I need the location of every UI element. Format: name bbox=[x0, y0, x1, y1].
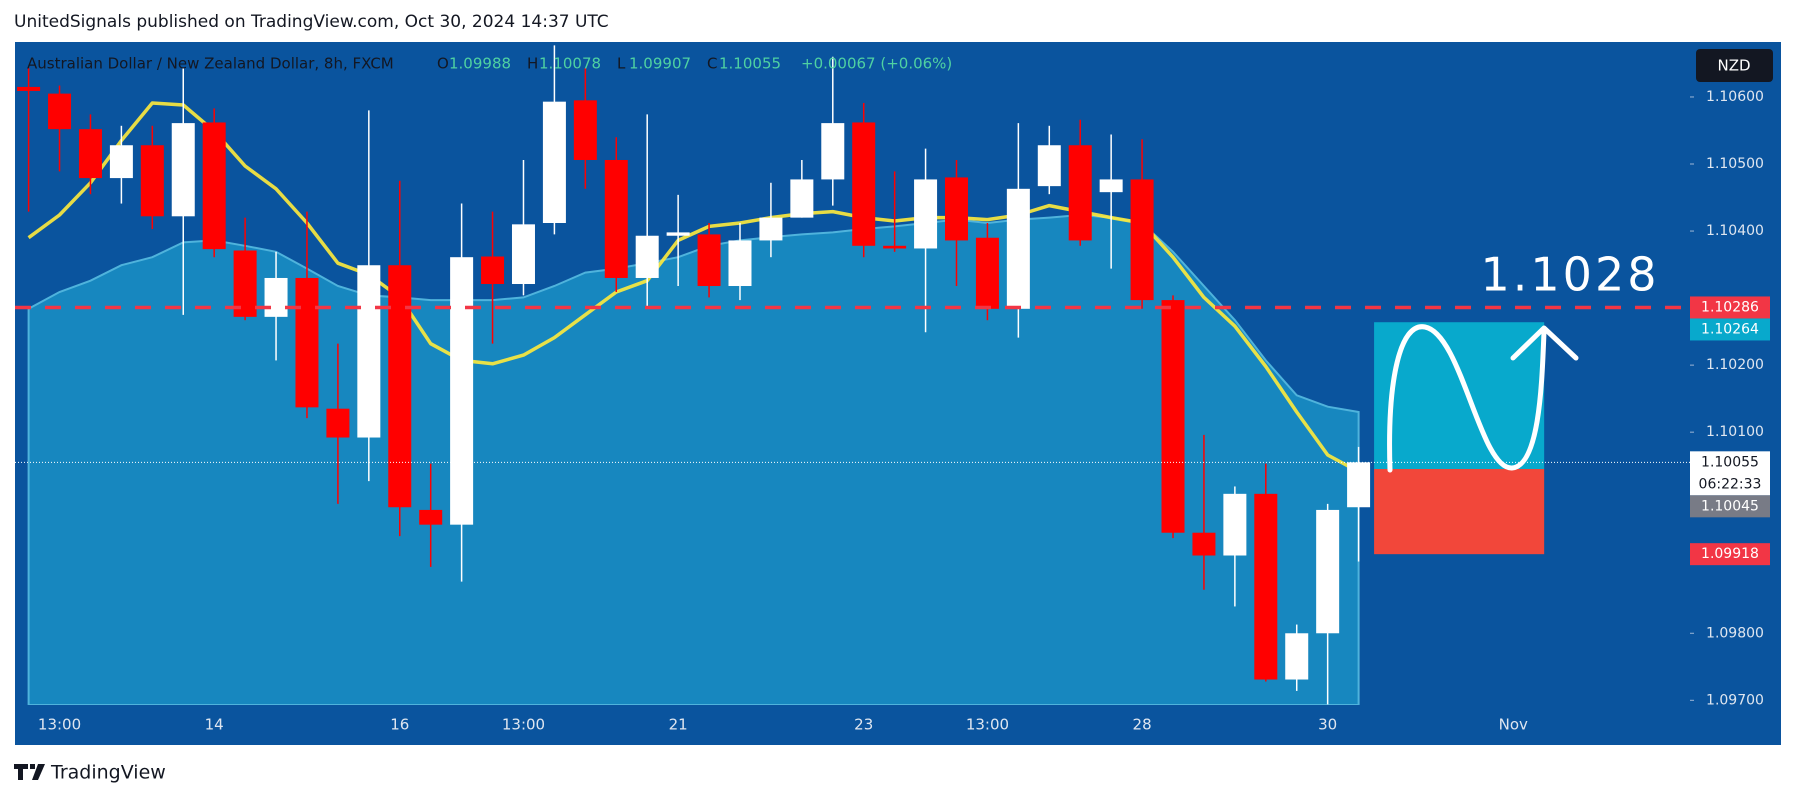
candle-body bbox=[388, 265, 412, 508]
price-label: 1.10045 bbox=[1701, 498, 1759, 514]
candle-body bbox=[1223, 493, 1247, 556]
candle-body bbox=[1316, 509, 1340, 634]
candle-body bbox=[697, 234, 721, 287]
legend-key: L bbox=[617, 55, 626, 73]
candle-body bbox=[604, 159, 628, 278]
y-tick-label: 1.10200 bbox=[1706, 357, 1764, 373]
candle-body bbox=[790, 179, 814, 218]
candle-body bbox=[295, 277, 319, 408]
x-tick-label: 21 bbox=[669, 716, 688, 734]
x-tick-label: Nov bbox=[1499, 716, 1528, 734]
current-price-box bbox=[1690, 451, 1770, 496]
candle-body bbox=[1161, 300, 1185, 533]
candle-body bbox=[1068, 145, 1092, 241]
drawn-arrow bbox=[1510, 325, 1579, 361]
y-tick-label: 1.10400 bbox=[1706, 223, 1764, 239]
candle-body bbox=[883, 245, 907, 249]
currency-badge bbox=[1696, 49, 1773, 82]
candle-body bbox=[326, 408, 350, 438]
annotation: 1.1028 bbox=[1481, 248, 1660, 302]
price-label-box bbox=[1690, 296, 1770, 319]
legend-value: 1.09907 bbox=[629, 55, 691, 73]
candle-body bbox=[1006, 188, 1030, 309]
candle-body bbox=[945, 177, 968, 241]
indicator-area bbox=[27, 213, 1360, 705]
candle-body bbox=[1192, 532, 1216, 556]
legend-title: Australian Dollar / New Zealand Dollar, … bbox=[27, 55, 394, 73]
x-tick-label: 30 bbox=[1318, 716, 1337, 734]
candle-body bbox=[852, 122, 876, 246]
candle-body bbox=[481, 256, 505, 285]
candle-body bbox=[1130, 179, 1154, 301]
candle-body bbox=[78, 129, 102, 179]
candle-body bbox=[48, 93, 72, 130]
candle-body bbox=[450, 257, 474, 525]
candle-body bbox=[542, 101, 566, 224]
candle-body bbox=[419, 509, 443, 525]
price-label: 1.09918 bbox=[1701, 546, 1759, 562]
stop-zone bbox=[1374, 469, 1545, 555]
candle-body bbox=[821, 123, 845, 180]
candle-body bbox=[511, 224, 535, 285]
price-label-box bbox=[1690, 495, 1770, 518]
y-tick-label: 1.10600 bbox=[1706, 89, 1764, 105]
candle-body bbox=[1285, 633, 1309, 680]
x-tick-label: 13:00 bbox=[38, 716, 81, 734]
candle-body bbox=[264, 277, 288, 317]
candle-body bbox=[1254, 493, 1278, 680]
legend-value: 1.09988 bbox=[449, 55, 511, 73]
current-price-label: 1.10055 bbox=[1701, 454, 1759, 470]
x-tick-label: 16 bbox=[390, 716, 409, 734]
y-tick-label: 1.10500 bbox=[1706, 156, 1764, 172]
target-zone bbox=[1374, 322, 1545, 470]
candle-body bbox=[202, 122, 226, 250]
candle-body bbox=[666, 232, 690, 236]
x-tick-label: 13:00 bbox=[966, 716, 1009, 734]
candle-body bbox=[109, 145, 133, 179]
candle-body bbox=[975, 237, 999, 309]
legend-value: 1.10055 bbox=[719, 55, 781, 73]
price-label-box bbox=[1690, 543, 1770, 566]
x-tick-label: 14 bbox=[205, 716, 224, 734]
footer-logo bbox=[14, 764, 45, 780]
price-label: 1.10286 bbox=[1701, 299, 1759, 315]
candle-body bbox=[171, 123, 195, 217]
price-label: 1.10264 bbox=[1701, 321, 1759, 337]
legend-key: H bbox=[527, 55, 538, 73]
candle-body bbox=[759, 217, 783, 241]
candle-body bbox=[17, 86, 41, 91]
currency-label: NZD bbox=[1717, 57, 1750, 75]
x-tick-label: 13:00 bbox=[502, 716, 545, 734]
x-tick-label: 23 bbox=[854, 716, 873, 734]
legend-key: O bbox=[437, 55, 449, 73]
y-tick-label: 1.09800 bbox=[1706, 625, 1764, 641]
y-tick-label: 1.10100 bbox=[1706, 424, 1764, 440]
candle-body bbox=[357, 265, 381, 438]
legend-change: +0.00067 (+0.06%) bbox=[801, 55, 952, 73]
candle-body bbox=[573, 100, 597, 160]
candle-body bbox=[1037, 145, 1061, 187]
legend-value: 1.10078 bbox=[539, 55, 601, 73]
drawn-wave bbox=[1387, 324, 1547, 473]
countdown-label: 06:22:33 bbox=[1699, 476, 1762, 492]
candle-body bbox=[1347, 462, 1371, 508]
candle-body bbox=[140, 145, 164, 217]
candle-body bbox=[1099, 179, 1123, 193]
candle-body bbox=[914, 179, 938, 249]
published-line: UnitedSignals published on TradingView.c… bbox=[14, 12, 609, 32]
candle-body bbox=[233, 250, 257, 317]
x-tick-label: 28 bbox=[1133, 716, 1152, 734]
candle-body bbox=[728, 240, 752, 287]
candle-body bbox=[635, 235, 659, 278]
footer-brand: TradingView bbox=[50, 762, 166, 784]
legend-key: C bbox=[707, 55, 717, 73]
logo-shape bbox=[14, 764, 45, 780]
y-tick-label: 1.09700 bbox=[1706, 692, 1764, 708]
price-label-box bbox=[1690, 318, 1770, 341]
